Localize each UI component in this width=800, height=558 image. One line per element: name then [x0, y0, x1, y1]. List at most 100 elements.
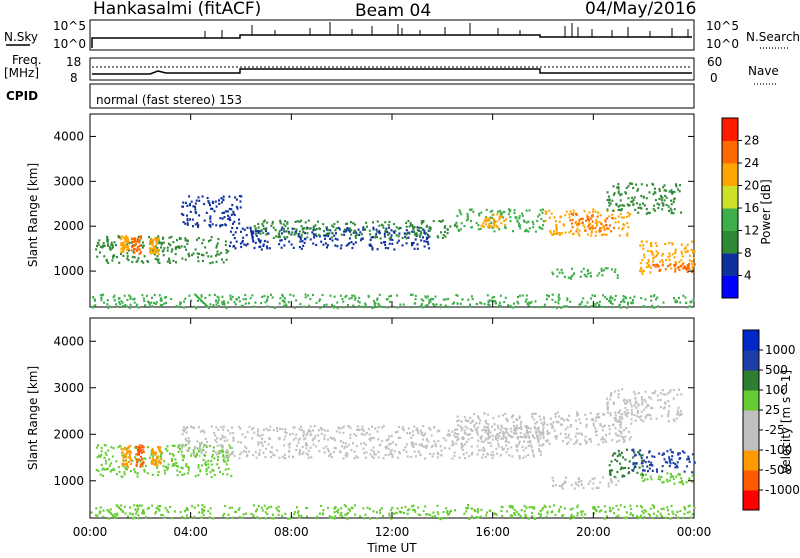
echo-cell: [402, 426, 404, 429]
echo-cell: [168, 452, 171, 455]
echo-cell: [151, 296, 153, 299]
echo-cell: [472, 210, 475, 213]
echo-cell: [169, 261, 172, 264]
echo-cell: [673, 263, 676, 267]
colorbar-tick-label: -25: [765, 423, 785, 437]
echo-cell: [585, 219, 587, 222]
echo-cell: [120, 235, 123, 238]
echo-cell: [686, 465, 689, 468]
echo-cell: [614, 268, 617, 271]
x-tick-label: 00:00: [73, 525, 108, 539]
echo-cell: [277, 513, 280, 517]
echo-cell: [235, 240, 238, 243]
echo-cell: [491, 226, 494, 229]
echo-cell: [332, 225, 335, 228]
echo-cell: [319, 426, 322, 429]
echo-cell: [649, 242, 652, 245]
echo-cell: [457, 433, 460, 436]
echo-cell: [363, 517, 366, 520]
echo-cell: [251, 428, 254, 431]
echo-cell: [332, 451, 335, 454]
echo-cell: [405, 450, 408, 453]
echo-cell: [131, 246, 134, 249]
echo-cell: [195, 455, 197, 458]
echo-cell: [620, 208, 623, 211]
echo-cell: [335, 510, 338, 513]
echo-cell: [261, 222, 264, 226]
echo-cell: [553, 216, 556, 219]
echo-cell: [553, 504, 555, 507]
echo-cell: [479, 301, 482, 304]
echo-cell: [283, 438, 286, 441]
echo-cell: [181, 473, 184, 476]
echo-cell: [408, 232, 411, 235]
echo-cell: [207, 510, 210, 513]
echo-cell: [656, 470, 658, 473]
echo-cell: [521, 436, 524, 439]
echo-cell: [126, 252, 129, 255]
echo-cell: [169, 244, 172, 247]
echo-cell: [208, 224, 211, 227]
echo-cell: [412, 241, 415, 244]
echo-cell: [457, 228, 460, 231]
echo-cell: [139, 235, 142, 238]
echo-cell: [126, 257, 129, 260]
echo-cell: [329, 516, 332, 519]
echo-cell: [144, 304, 147, 307]
echo-cell: [463, 416, 466, 419]
echo-cell: [634, 397, 637, 400]
echo-cell: [601, 476, 604, 479]
echo-cell: [116, 513, 119, 516]
echo-cell: [423, 240, 426, 243]
echo-cell: [494, 512, 497, 515]
echo-cell: [226, 517, 229, 520]
echo-cell: [360, 432, 363, 435]
echo-cell: [194, 205, 197, 208]
echo-cell: [183, 300, 185, 303]
echo-cell: [625, 297, 628, 300]
echo-cell: [216, 242, 219, 245]
echo-cell: [692, 265, 695, 268]
echo-cell: [287, 230, 290, 233]
echo-cell: [272, 517, 275, 520]
echo-cell: [586, 214, 589, 217]
echo-cell: [390, 509, 393, 512]
echo-cell: [124, 452, 127, 456]
echo-cell: [304, 296, 307, 299]
echo-cell: [497, 445, 500, 448]
echo-cell: [358, 233, 361, 237]
echo-cell: [428, 235, 431, 238]
echo-cell: [258, 452, 260, 455]
echo-cell: [232, 439, 235, 442]
echo-cell: [120, 475, 123, 478]
echo-cell: [540, 305, 543, 308]
echo-cell: [363, 306, 365, 309]
echo-cell: [611, 469, 613, 472]
echo-cell: [179, 303, 181, 306]
echo-cell: [159, 446, 162, 449]
echo-cell: [641, 476, 644, 479]
echo-cell: [527, 230, 530, 233]
echo-cell: [355, 233, 358, 236]
echo-cell: [526, 432, 529, 435]
echo-cell: [128, 249, 130, 252]
echo-cell: [586, 269, 589, 272]
echo-cell: [601, 429, 604, 432]
echo-cell: [250, 230, 253, 233]
echo-cell: [475, 427, 478, 430]
echo-cell: [202, 254, 205, 257]
echo-cell: [515, 510, 518, 513]
echo-cell: [673, 482, 676, 485]
echo-cell: [417, 229, 420, 232]
echo-cell: [208, 516, 211, 519]
echo-cell: [270, 446, 273, 449]
echo-cell: [344, 454, 347, 457]
echo-cell: [292, 456, 295, 459]
echo-cell: [140, 455, 142, 458]
echo-cell: [157, 237, 160, 240]
echo-cell: [182, 201, 185, 204]
echo-cell: [674, 270, 677, 273]
echo-cell: [292, 246, 295, 249]
echo-cell: [651, 517, 654, 520]
echo-cell: [187, 448, 190, 451]
